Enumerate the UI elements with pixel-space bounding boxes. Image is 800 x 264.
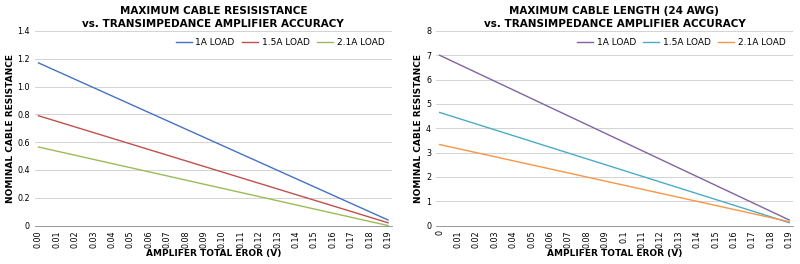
Y-axis label: NOMINAL CABLE RESISTANCE: NOMINAL CABLE RESISTANCE bbox=[6, 54, 14, 203]
X-axis label: AMPLIFER TOTAL EROR (V): AMPLIFER TOTAL EROR (V) bbox=[546, 249, 682, 258]
Legend: 1A LOAD, 1.5A LOAD, 2.1A LOAD: 1A LOAD, 1.5A LOAD, 2.1A LOAD bbox=[574, 35, 788, 50]
Title: MAXIMUM CABLE LENGTH (24 AWG)
vs. TRANSIMPEDANCE AMPLIFIER ACCURACY: MAXIMUM CABLE LENGTH (24 AWG) vs. TRANSI… bbox=[483, 6, 746, 29]
Legend: 1A LOAD, 1.5A LOAD, 2.1A LOAD: 1A LOAD, 1.5A LOAD, 2.1A LOAD bbox=[173, 35, 387, 50]
Title: MAXIMUM CABLE RESISISTANCE
vs. TRANSIMPEDANCE AMPLIFIER ACCURACY: MAXIMUM CABLE RESISISTANCE vs. TRANSIMPE… bbox=[82, 6, 344, 29]
Y-axis label: NOMINAL CABLE RESISTANCE: NOMINAL CABLE RESISTANCE bbox=[414, 54, 423, 203]
X-axis label: AMPLIFER TOTAL EROR (V): AMPLIFER TOTAL EROR (V) bbox=[146, 249, 281, 258]
